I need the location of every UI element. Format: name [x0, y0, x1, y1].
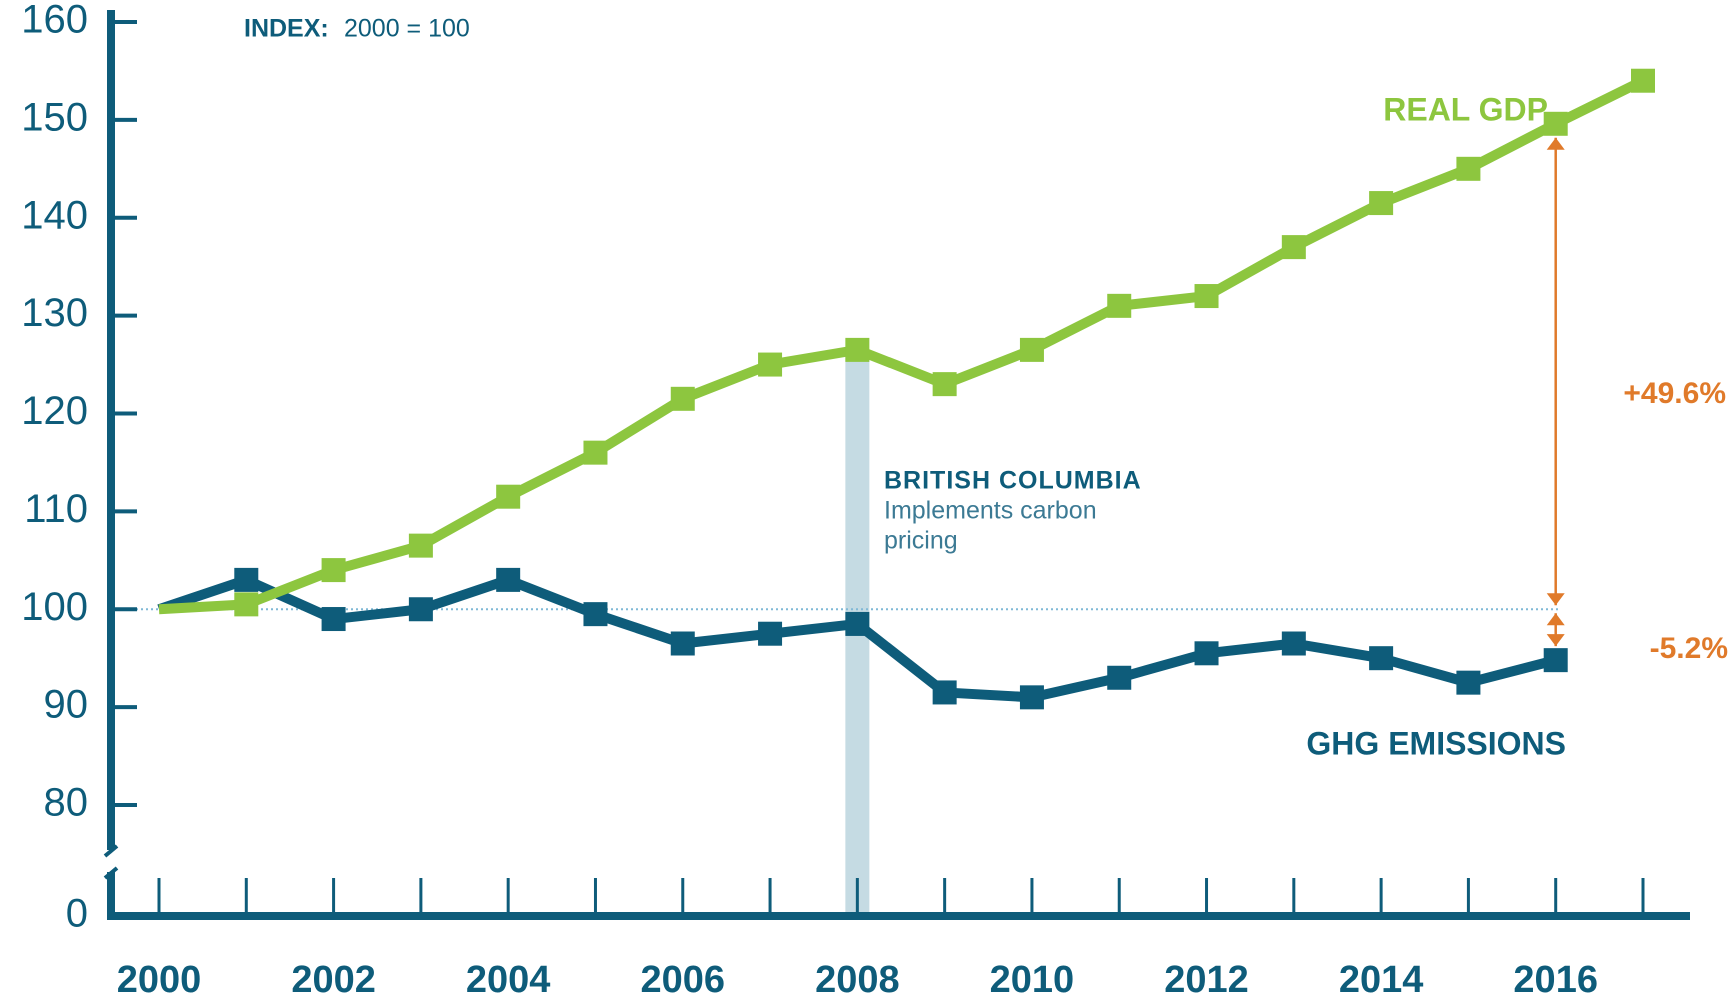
y-tick-label: 90 [44, 683, 89, 727]
marker [408, 597, 433, 622]
x-tick-label: 2006 [640, 959, 725, 1001]
x-tick-label: 2010 [990, 959, 1075, 1001]
axis-break [103, 844, 119, 858]
event-text: pricing [884, 527, 958, 555]
marker [1369, 646, 1394, 671]
y-tick-label: 0 [66, 892, 88, 936]
marker [932, 680, 957, 705]
arrowhead [1546, 634, 1565, 647]
marker [1194, 284, 1219, 309]
y-tick-label: 110 [24, 487, 88, 531]
event-text: Implements carbon [884, 497, 1097, 525]
marker [234, 592, 259, 617]
x-tick-label: 2002 [291, 959, 376, 1001]
marker [670, 386, 695, 411]
marker [583, 602, 608, 627]
series-label: GHG EMISSIONS [1306, 725, 1566, 761]
y-tick-label: 100 [21, 585, 88, 629]
marker [1631, 68, 1655, 93]
marker [1107, 665, 1132, 690]
marker [1019, 337, 1044, 362]
marker [496, 567, 521, 592]
marker [583, 440, 608, 465]
marker [1543, 648, 1568, 673]
y-tick-label: 150 [21, 95, 88, 139]
x-tick-label: 2012 [1164, 959, 1249, 1001]
y-tick-label: 130 [21, 291, 88, 335]
series-line [158, 76, 1646, 615]
marker [1369, 191, 1394, 216]
event-title: BRITISH COLUMBIA [884, 467, 1142, 495]
y-tick-label: 80 [44, 781, 89, 825]
marker [496, 484, 521, 509]
arrowhead [1546, 137, 1565, 150]
y-tick-label: 140 [21, 193, 88, 237]
y-tick-label: 120 [21, 389, 88, 433]
gdp-change: +49.6% [1623, 377, 1726, 410]
marker [1456, 670, 1481, 695]
marker [1194, 641, 1219, 666]
marker [1019, 685, 1044, 710]
axis-break [103, 866, 119, 880]
marker [1281, 631, 1306, 656]
series-label: REAL GDP [1383, 91, 1548, 127]
x-tick-label: 2016 [1513, 959, 1598, 1001]
marker [1456, 156, 1481, 181]
marker [1543, 111, 1568, 136]
ghg-change: -5.2% [1650, 632, 1728, 665]
x-tick-label: 2000 [117, 959, 202, 1001]
y-tick-label: 160 [21, 0, 88, 42]
marker [845, 611, 870, 636]
index-label: INDEX: [244, 15, 329, 43]
marker [408, 533, 433, 558]
index-value: 2000 = 100 [344, 15, 470, 43]
arrowhead [1546, 613, 1565, 626]
x-tick-label: 2014 [1339, 959, 1424, 1001]
arrowhead [1546, 593, 1565, 606]
x-tick-label: 2008 [815, 959, 900, 1001]
x-tick-label: 2004 [466, 959, 551, 1001]
marker [932, 372, 957, 397]
marker [1281, 235, 1306, 260]
marker [1107, 293, 1132, 318]
marker [321, 607, 346, 632]
marker [758, 352, 783, 377]
marker [234, 567, 259, 592]
marker [670, 631, 695, 656]
marker [845, 337, 870, 362]
marker [321, 558, 346, 583]
marker [758, 621, 783, 646]
